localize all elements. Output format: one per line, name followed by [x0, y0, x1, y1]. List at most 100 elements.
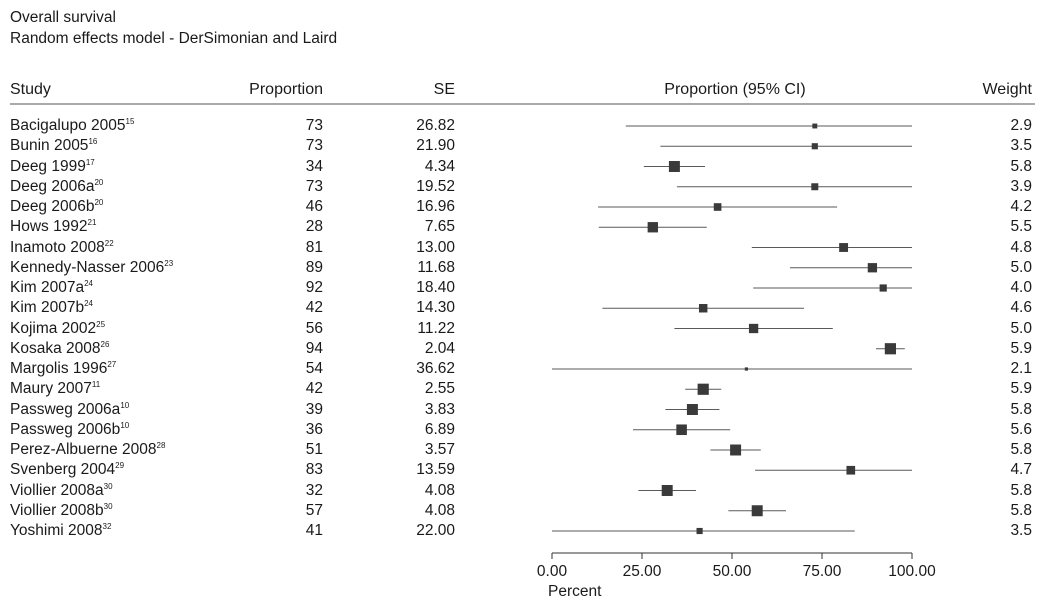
- study-se: 18.40: [416, 279, 455, 296]
- study-reference: 24: [84, 299, 94, 309]
- study-se: 19.52: [416, 177, 455, 195]
- study-name-text: Kennedy-Nasser 2006: [10, 258, 165, 276]
- point-estimate: [812, 123, 818, 129]
- study-name: Kojima 200225: [10, 320, 105, 337]
- study-se: 26.82: [416, 117, 455, 134]
- study-reference: 10: [120, 400, 130, 410]
- point-estimate: [811, 183, 819, 191]
- study-name: Kosaka 200826: [10, 339, 110, 357]
- study-reference: 29: [115, 461, 125, 471]
- study-reference: 15: [125, 116, 135, 126]
- study-name-text: Kim 2007a: [10, 279, 85, 296]
- study-name: Bacigalupo 200515: [10, 116, 135, 134]
- study-name: Deeg 199917: [10, 157, 95, 175]
- point-estimate: [647, 222, 658, 233]
- study-weight: 5.8: [1010, 157, 1032, 175]
- study-name-text: Svenberg 2004: [10, 461, 116, 479]
- study-reference: 10: [120, 420, 130, 430]
- study-weight: 4.6: [1010, 299, 1032, 317]
- x-tick-label: 25.00: [623, 563, 662, 580]
- study-reference: 30: [103, 501, 113, 511]
- study-name: Kennedy-Nasser 200623: [10, 258, 173, 276]
- study-se: 6.89: [424, 420, 455, 438]
- point-estimate: [668, 161, 680, 172]
- study-weight: 5.8: [1010, 501, 1032, 519]
- point-estimate: [697, 383, 709, 395]
- study-reference: 26: [100, 339, 110, 349]
- study-name-text: Bacigalupo 2005: [10, 117, 126, 134]
- study-proportion: 81: [305, 238, 323, 256]
- study-se: 3.57: [424, 441, 455, 458]
- study-reference: 24: [84, 278, 94, 288]
- study-se: 11.22: [417, 319, 455, 337]
- study-proportion: 28: [305, 218, 323, 236]
- study-name: Kim 2007b24: [10, 300, 93, 316]
- point-estimate: [879, 284, 887, 292]
- study-weight: 5.5: [1010, 218, 1032, 236]
- point-estimate: [751, 505, 763, 517]
- study-reference: 28: [156, 440, 166, 450]
- study-proportion: 39: [305, 400, 323, 418]
- study-weight: 5.6: [1010, 420, 1032, 438]
- study-weight: 5.8: [1010, 481, 1032, 499]
- study-name: Svenberg 200429: [10, 462, 124, 478]
- point-estimate: [839, 243, 849, 252]
- study-se: 11.68: [417, 258, 455, 276]
- study-se: 16.96: [416, 198, 455, 215]
- point-estimate: [730, 444, 742, 456]
- study-name: Viollier 2008b30: [10, 501, 113, 519]
- point-estimate: [811, 143, 818, 150]
- study-weight: 5.0: [1010, 258, 1032, 276]
- study-name: Viollier 2008a30: [10, 481, 113, 499]
- point-estimate: [713, 203, 722, 211]
- study-se: 13.59: [416, 461, 455, 479]
- study-weight: 3.5: [1010, 522, 1032, 539]
- study-proportion: 83: [305, 461, 323, 479]
- study-proportion: 89: [305, 258, 323, 276]
- study-name-text: Viollier 2008a: [10, 481, 104, 499]
- study-proportion: 57: [305, 501, 323, 519]
- study-name: Inamoto 200822: [10, 238, 114, 256]
- study-reference: 21: [87, 218, 97, 228]
- x-tick-label: 75.00: [803, 563, 842, 580]
- study-name: Deeg 2006a20: [10, 177, 103, 195]
- study-proportion: 41: [305, 522, 323, 539]
- study-se: 36.62: [416, 360, 455, 377]
- point-estimate: [867, 263, 878, 273]
- point-estimate: [686, 404, 698, 415]
- study-weight: 5.8: [1010, 441, 1032, 458]
- study-weight: 2.1: [1010, 360, 1032, 377]
- study-name-text: Kosaka 2008: [10, 339, 101, 357]
- study-se: 3.83: [424, 400, 455, 418]
- study-se: 14.30: [416, 299, 455, 317]
- study-proportion: 36: [305, 420, 323, 438]
- study-name-text: Viollier 2008b: [10, 501, 104, 519]
- study-name: Kim 2007a24: [10, 278, 94, 296]
- point-estimate: [846, 465, 856, 475]
- study-name: Hows 199221: [10, 219, 96, 235]
- study-reference: 22: [104, 238, 114, 248]
- study-se: 4.08: [424, 501, 455, 519]
- study-reference: 16: [88, 137, 98, 147]
- study-proportion: 73: [305, 137, 323, 155]
- study-reference: 17: [85, 157, 95, 167]
- study-se: 2.55: [424, 380, 455, 398]
- point-estimate: [698, 304, 708, 313]
- study-proportion: 94: [305, 339, 323, 357]
- study-name-text: Maury 2007: [10, 380, 92, 398]
- study-reference: 30: [103, 481, 113, 491]
- study-weight: 2.9: [1010, 117, 1032, 134]
- study-name-text: Perez-Albuerne 2008: [10, 441, 157, 458]
- study-name-text: Bunin 2005: [10, 137, 89, 155]
- study-se: 13.00: [416, 238, 455, 256]
- study-name-text: Kim 2007b: [10, 299, 85, 317]
- study-name: Margolis 199627: [10, 360, 116, 377]
- study-name-text: Passweg 2006b: [10, 420, 121, 438]
- study-name-text: Deeg 2006a: [10, 177, 95, 195]
- study-se: 7.65: [424, 218, 455, 236]
- study-name: Maury 200711: [10, 381, 100, 397]
- point-estimate: [661, 485, 673, 496]
- x-tick-label: 0.00: [537, 563, 568, 580]
- study-proportion: 42: [305, 380, 323, 398]
- study-se: 4.08: [424, 481, 455, 499]
